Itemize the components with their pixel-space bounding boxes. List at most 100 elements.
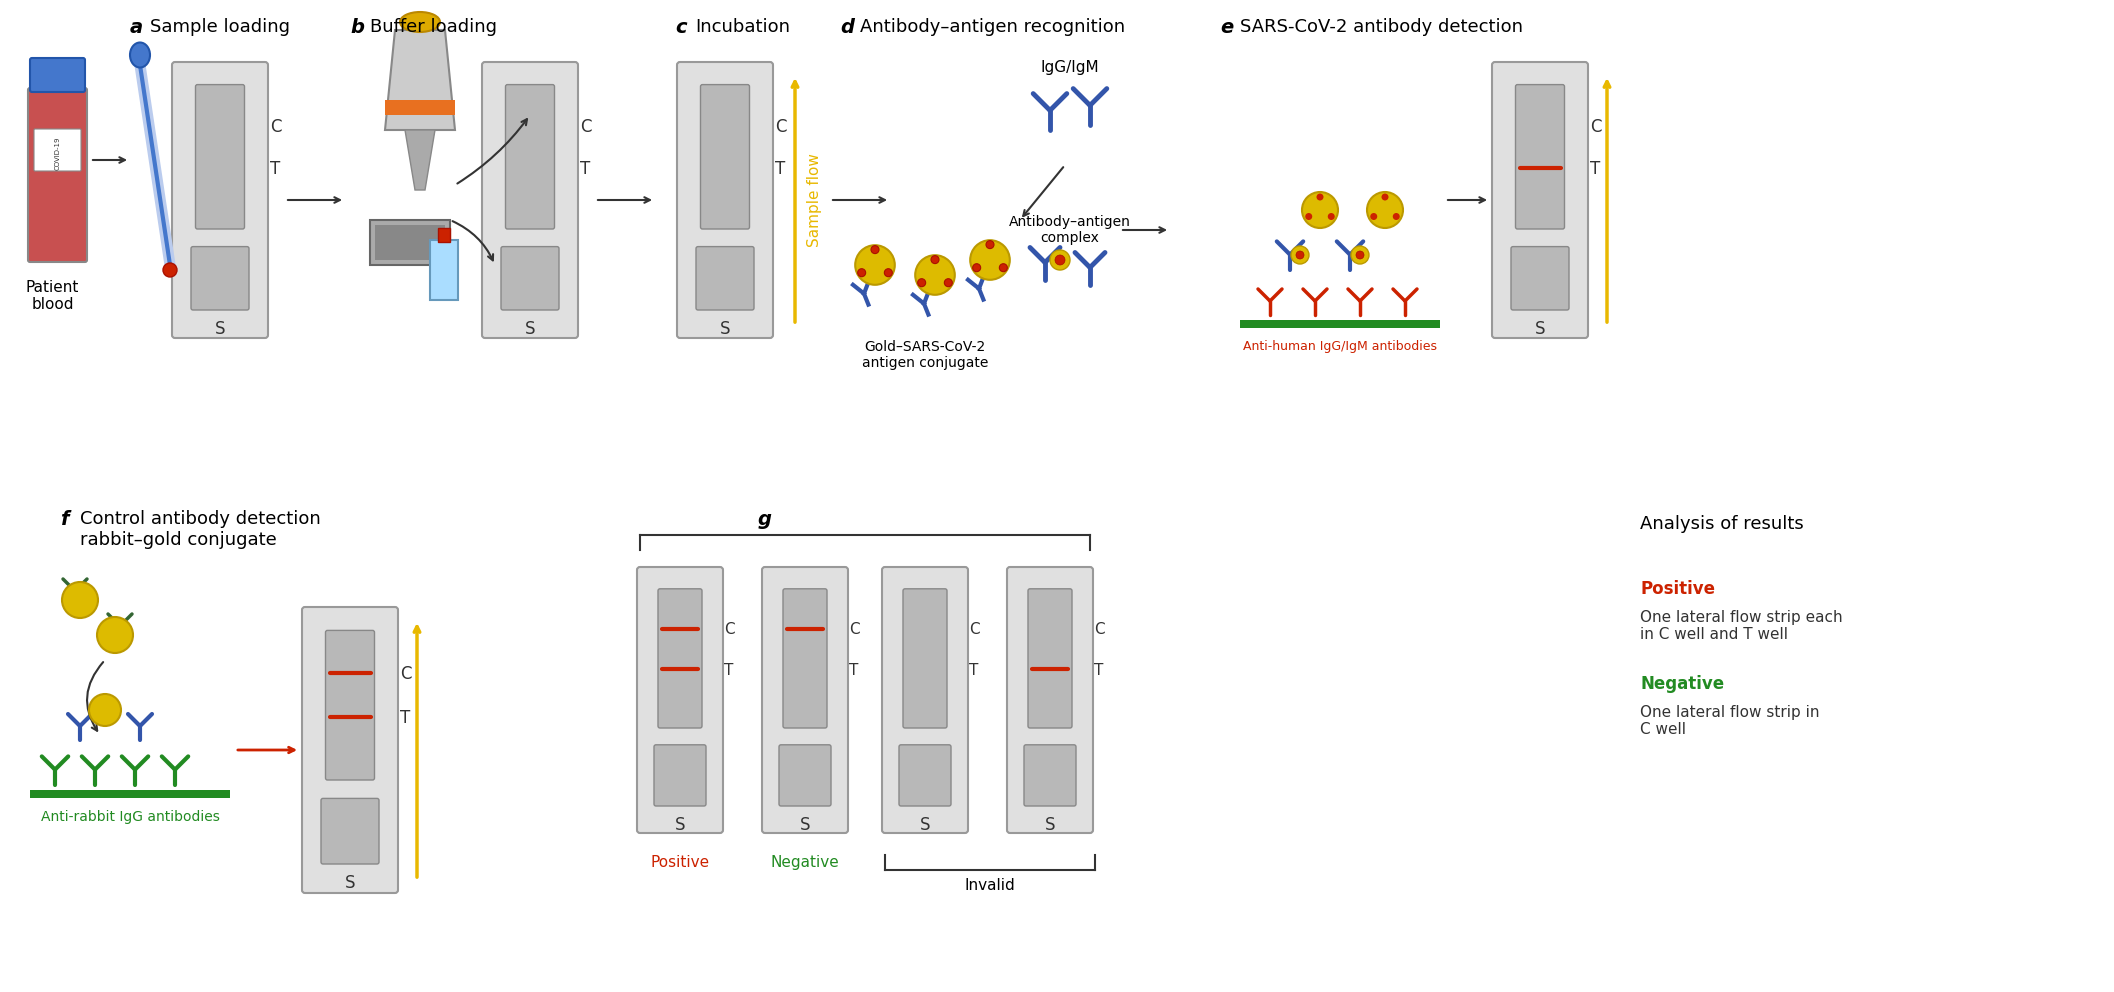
Text: T: T bbox=[579, 160, 590, 178]
FancyBboxPatch shape bbox=[1006, 567, 1093, 833]
Bar bbox=[1241, 320, 1440, 328]
Circle shape bbox=[856, 245, 894, 285]
FancyBboxPatch shape bbox=[1027, 589, 1072, 728]
Text: T: T bbox=[776, 160, 784, 178]
Circle shape bbox=[945, 279, 951, 287]
FancyBboxPatch shape bbox=[190, 247, 249, 310]
Circle shape bbox=[61, 582, 97, 618]
Text: Control antibody detection
rabbit–gold conjugate: Control antibody detection rabbit–gold c… bbox=[80, 510, 321, 549]
Circle shape bbox=[930, 256, 939, 264]
Circle shape bbox=[1051, 250, 1070, 270]
Text: T: T bbox=[271, 160, 281, 178]
Circle shape bbox=[917, 279, 926, 287]
FancyBboxPatch shape bbox=[505, 84, 554, 229]
FancyBboxPatch shape bbox=[882, 567, 968, 833]
Text: S: S bbox=[216, 320, 226, 338]
Circle shape bbox=[1304, 213, 1313, 220]
Text: S: S bbox=[719, 320, 729, 338]
Text: C: C bbox=[400, 666, 412, 683]
Circle shape bbox=[1393, 213, 1399, 220]
Text: S: S bbox=[1044, 816, 1055, 834]
Text: S: S bbox=[524, 320, 535, 338]
Text: f: f bbox=[59, 510, 68, 529]
Text: SARS-CoV-2 antibody detection: SARS-CoV-2 antibody detection bbox=[1241, 18, 1522, 36]
FancyBboxPatch shape bbox=[1516, 84, 1564, 229]
Text: Patient
blood: Patient blood bbox=[25, 280, 78, 312]
Circle shape bbox=[89, 694, 120, 726]
FancyBboxPatch shape bbox=[171, 62, 268, 338]
Text: Positive: Positive bbox=[1640, 580, 1714, 598]
Text: S: S bbox=[345, 874, 355, 892]
Circle shape bbox=[1055, 255, 1065, 265]
Text: C: C bbox=[271, 118, 281, 136]
Text: Antibody–antigen recognition: Antibody–antigen recognition bbox=[860, 18, 1125, 36]
FancyBboxPatch shape bbox=[898, 745, 951, 806]
Text: c: c bbox=[674, 18, 687, 37]
Text: T: T bbox=[723, 663, 734, 678]
FancyBboxPatch shape bbox=[30, 58, 85, 92]
Text: a: a bbox=[129, 18, 144, 37]
FancyBboxPatch shape bbox=[636, 567, 723, 833]
Circle shape bbox=[1351, 246, 1370, 264]
Text: Positive: Positive bbox=[651, 855, 710, 870]
Text: T: T bbox=[1590, 160, 1600, 178]
FancyBboxPatch shape bbox=[326, 630, 374, 780]
Circle shape bbox=[1317, 193, 1323, 200]
FancyBboxPatch shape bbox=[501, 247, 558, 310]
FancyBboxPatch shape bbox=[34, 129, 80, 171]
FancyBboxPatch shape bbox=[1023, 745, 1076, 806]
Circle shape bbox=[884, 269, 892, 277]
Circle shape bbox=[915, 255, 956, 295]
Ellipse shape bbox=[400, 12, 440, 32]
FancyBboxPatch shape bbox=[782, 589, 827, 728]
Text: T: T bbox=[850, 663, 858, 678]
Circle shape bbox=[1383, 193, 1389, 200]
FancyBboxPatch shape bbox=[696, 247, 755, 310]
Text: Negative: Negative bbox=[772, 855, 839, 870]
Text: Anti-human IgG/IgM antibodies: Anti-human IgG/IgM antibodies bbox=[1243, 340, 1438, 353]
FancyBboxPatch shape bbox=[302, 607, 397, 893]
FancyBboxPatch shape bbox=[700, 84, 750, 229]
Text: T: T bbox=[968, 663, 979, 678]
Text: C: C bbox=[579, 118, 592, 136]
Text: Gold–SARS-CoV-2
antigen conjugate: Gold–SARS-CoV-2 antigen conjugate bbox=[863, 340, 987, 370]
Text: g: g bbox=[759, 510, 772, 529]
Circle shape bbox=[871, 246, 879, 254]
Text: Buffer loading: Buffer loading bbox=[370, 18, 497, 36]
FancyBboxPatch shape bbox=[1512, 247, 1569, 310]
Circle shape bbox=[163, 263, 178, 277]
Text: b: b bbox=[351, 18, 364, 37]
Circle shape bbox=[1368, 192, 1404, 228]
Text: Antibody–antigen
complex: Antibody–antigen complex bbox=[1008, 215, 1131, 245]
Circle shape bbox=[972, 264, 981, 272]
Bar bbox=[374, 225, 446, 260]
Text: T: T bbox=[400, 709, 410, 727]
Text: IgG/IgM: IgG/IgM bbox=[1040, 60, 1099, 75]
Text: C: C bbox=[1095, 622, 1106, 637]
Text: C: C bbox=[850, 622, 860, 637]
Circle shape bbox=[1302, 192, 1338, 228]
FancyBboxPatch shape bbox=[657, 589, 702, 728]
FancyBboxPatch shape bbox=[27, 88, 87, 262]
Circle shape bbox=[1000, 264, 1008, 272]
Text: Negative: Negative bbox=[1640, 675, 1725, 693]
FancyBboxPatch shape bbox=[761, 567, 848, 833]
FancyBboxPatch shape bbox=[676, 62, 774, 338]
FancyBboxPatch shape bbox=[194, 84, 245, 229]
FancyBboxPatch shape bbox=[903, 589, 947, 728]
Text: T: T bbox=[1095, 663, 1104, 678]
Bar bbox=[438, 228, 450, 242]
Text: Sample loading: Sample loading bbox=[150, 18, 290, 36]
Text: e: e bbox=[1220, 18, 1232, 37]
Circle shape bbox=[970, 240, 1010, 280]
FancyBboxPatch shape bbox=[1492, 62, 1588, 338]
Text: S: S bbox=[920, 816, 930, 834]
Text: S: S bbox=[674, 816, 685, 834]
Circle shape bbox=[1292, 246, 1309, 264]
Circle shape bbox=[985, 241, 994, 249]
Circle shape bbox=[1355, 251, 1364, 259]
Text: Anti-rabbit IgG antibodies: Anti-rabbit IgG antibodies bbox=[40, 810, 220, 824]
Polygon shape bbox=[385, 30, 455, 130]
Circle shape bbox=[1370, 213, 1376, 220]
FancyBboxPatch shape bbox=[482, 62, 577, 338]
